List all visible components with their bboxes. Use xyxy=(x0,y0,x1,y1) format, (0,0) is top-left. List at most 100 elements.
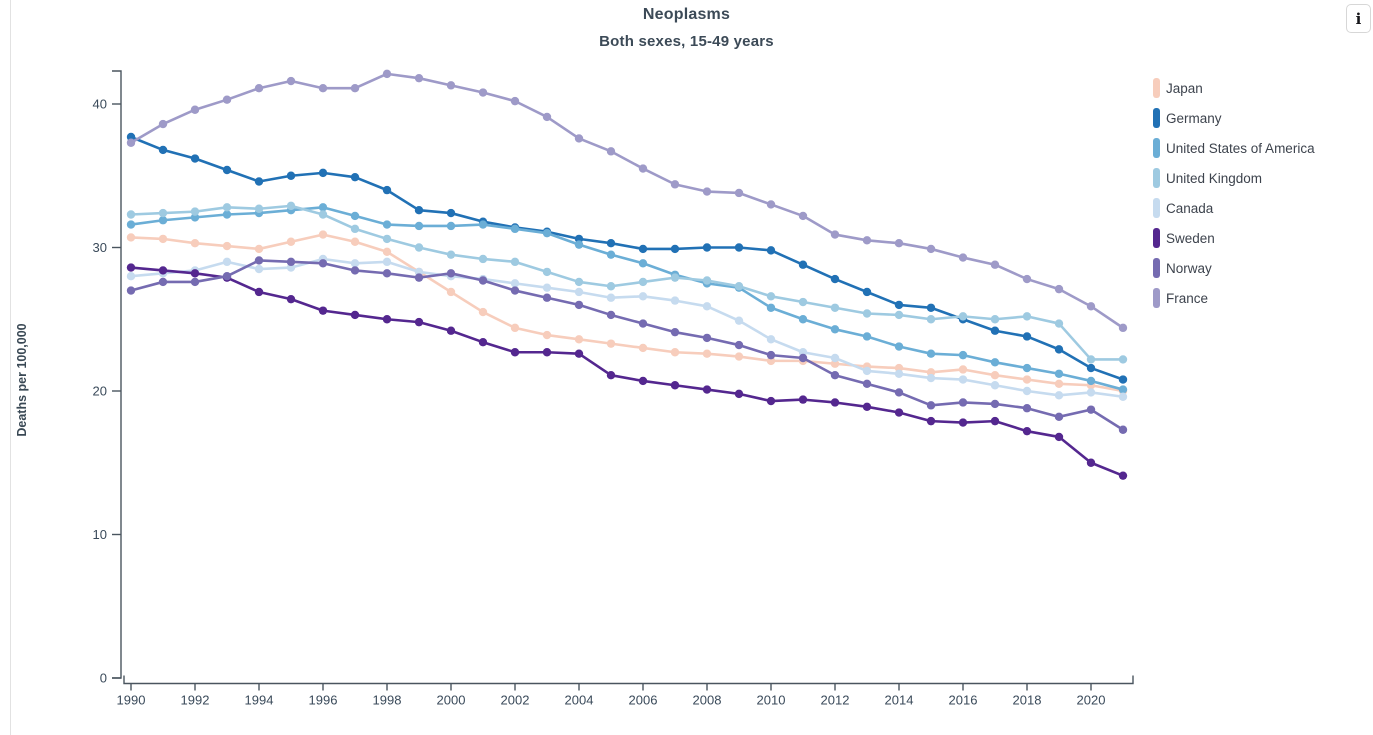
data-point-norway-1996[interactable] xyxy=(318,259,328,268)
data-point-norway-2012[interactable] xyxy=(830,371,840,380)
data-point-sweden-1998[interactable] xyxy=(382,315,392,324)
data-point-canada-1990[interactable] xyxy=(126,272,136,281)
data-point-france-1990[interactable] xyxy=(126,138,136,147)
data-point-japan-2015[interactable] xyxy=(926,368,936,377)
data-point-norway-2020[interactable] xyxy=(1086,405,1096,414)
data-point-sweden-1996[interactable] xyxy=(318,306,328,315)
data-point-united-kingdom-2018[interactable] xyxy=(1022,312,1032,321)
data-point-japan-2009[interactable] xyxy=(734,352,744,361)
data-point-united-states-of-america-2019[interactable] xyxy=(1054,369,1064,378)
data-point-france-2013[interactable] xyxy=(862,236,872,245)
data-point-japan-2010[interactable] xyxy=(766,356,776,366)
data-point-germany-2020[interactable] xyxy=(1086,363,1096,373)
data-point-norway-2007[interactable] xyxy=(670,327,680,337)
data-point-france-2003[interactable] xyxy=(542,112,552,122)
data-point-france-1997[interactable] xyxy=(350,84,360,93)
data-point-germany-1996[interactable] xyxy=(318,168,328,178)
data-point-norway-1991[interactable] xyxy=(158,277,168,287)
data-point-canada-1997[interactable] xyxy=(350,259,360,268)
data-point-united-kingdom-2007[interactable] xyxy=(670,273,680,282)
data-point-norway-2019[interactable] xyxy=(1054,412,1064,422)
data-point-united-kingdom-1990[interactable] xyxy=(126,210,136,219)
data-point-japan-1997[interactable] xyxy=(350,237,360,246)
legend-item-germany[interactable]: Germany xyxy=(1153,103,1315,133)
data-point-france-2019[interactable] xyxy=(1054,284,1064,294)
data-point-germany-2006[interactable] xyxy=(638,244,648,254)
data-point-canada-2010[interactable] xyxy=(766,335,776,344)
data-point-united-kingdom-2002[interactable] xyxy=(510,257,520,267)
data-point-united-kingdom-2000[interactable] xyxy=(446,250,456,259)
data-point-united-kingdom-2020[interactable] xyxy=(1086,355,1096,364)
data-point-united-kingdom-1996[interactable] xyxy=(318,210,328,219)
data-point-sweden-2001[interactable] xyxy=(478,338,488,347)
data-point-united-states-of-america-2017[interactable] xyxy=(990,358,1000,367)
data-point-germany-2005[interactable] xyxy=(606,238,616,248)
data-point-united-states-of-america-2001[interactable] xyxy=(478,220,488,229)
data-point-germany-2008[interactable] xyxy=(702,243,712,252)
data-point-norway-2013[interactable] xyxy=(862,379,872,389)
data-point-canada-2008[interactable] xyxy=(702,302,712,311)
data-point-norway-1998[interactable] xyxy=(382,269,392,278)
data-point-canada-2021[interactable] xyxy=(1118,392,1128,401)
data-point-japan-1993[interactable] xyxy=(222,241,232,251)
data-point-united-states-of-america-2015[interactable] xyxy=(926,349,936,358)
data-point-canada-2002[interactable] xyxy=(510,279,520,288)
data-point-sweden-2010[interactable] xyxy=(766,396,776,406)
data-point-sweden-2002[interactable] xyxy=(510,348,520,357)
data-point-sweden-1999[interactable] xyxy=(414,317,424,327)
data-point-france-2008[interactable] xyxy=(702,187,712,196)
data-point-france-2000[interactable] xyxy=(446,81,456,90)
data-point-united-states-of-america-2005[interactable] xyxy=(606,250,616,259)
data-point-sweden-1991[interactable] xyxy=(158,266,168,275)
data-point-france-1991[interactable] xyxy=(158,119,168,129)
data-point-france-2004[interactable] xyxy=(574,134,584,143)
data-point-united-states-of-america-2012[interactable] xyxy=(830,325,840,334)
data-point-united-kingdom-1999[interactable] xyxy=(414,243,424,252)
data-point-canada-2019[interactable] xyxy=(1054,391,1064,400)
legend-item-japan[interactable]: Japan xyxy=(1153,73,1315,103)
data-point-germany-2009[interactable] xyxy=(734,243,744,252)
data-point-canada-1998[interactable] xyxy=(382,257,392,267)
data-point-france-1998[interactable] xyxy=(382,69,392,79)
data-point-norway-2008[interactable] xyxy=(702,333,712,343)
data-point-united-states-of-america-2000[interactable] xyxy=(446,221,456,231)
data-point-canada-2020[interactable] xyxy=(1086,388,1096,397)
data-point-norway-2006[interactable] xyxy=(638,319,648,328)
data-point-united-states-of-america-2013[interactable] xyxy=(862,332,872,341)
data-point-japan-2001[interactable] xyxy=(478,307,488,317)
data-point-united-kingdom-1997[interactable] xyxy=(350,224,360,234)
data-point-sweden-2007[interactable] xyxy=(670,381,680,390)
data-point-canada-2005[interactable] xyxy=(606,293,616,302)
legend-item-france[interactable]: France xyxy=(1153,283,1315,313)
data-point-united-states-of-america-2003[interactable] xyxy=(542,228,552,238)
data-point-united-states-of-america-1990[interactable] xyxy=(126,220,136,229)
data-point-sweden-2006[interactable] xyxy=(638,376,648,386)
data-point-united-kingdom-1991[interactable] xyxy=(158,208,168,218)
data-point-sweden-2008[interactable] xyxy=(702,385,712,394)
data-point-france-2017[interactable] xyxy=(990,260,1000,269)
data-point-united-kingdom-2012[interactable] xyxy=(830,303,840,312)
data-point-norway-1995[interactable] xyxy=(286,257,296,267)
data-point-sweden-2014[interactable] xyxy=(894,408,904,417)
data-point-norway-2018[interactable] xyxy=(1022,404,1032,413)
data-point-united-kingdom-2001[interactable] xyxy=(478,254,488,264)
data-point-norway-2003[interactable] xyxy=(542,293,552,302)
data-point-france-2005[interactable] xyxy=(606,147,616,156)
data-point-sweden-2016[interactable] xyxy=(958,418,968,427)
data-point-germany-1993[interactable] xyxy=(222,165,232,175)
data-point-united-kingdom-2021[interactable] xyxy=(1118,355,1128,364)
data-point-united-states-of-america-2004[interactable] xyxy=(574,240,584,249)
data-point-germany-2021[interactable] xyxy=(1118,375,1128,384)
data-point-united-kingdom-2008[interactable] xyxy=(702,276,712,285)
data-point-canada-2014[interactable] xyxy=(894,369,904,378)
data-point-norway-2014[interactable] xyxy=(894,388,904,397)
data-point-germany-2010[interactable] xyxy=(766,246,776,255)
data-point-united-kingdom-2019[interactable] xyxy=(1054,319,1064,328)
data-point-germany-2000[interactable] xyxy=(446,208,456,218)
data-point-france-2018[interactable] xyxy=(1022,274,1032,284)
data-point-germany-1997[interactable] xyxy=(350,172,360,182)
data-point-japan-2008[interactable] xyxy=(702,349,712,358)
data-point-sweden-2019[interactable] xyxy=(1054,432,1064,442)
legend-item-norway[interactable]: Norway xyxy=(1153,253,1315,283)
data-point-germany-2007[interactable] xyxy=(670,244,680,254)
